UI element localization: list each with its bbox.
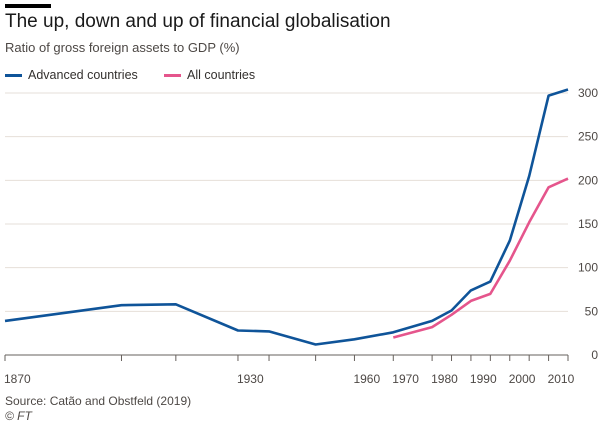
x-tick-label-1930: 1930 [237,372,264,386]
ft-top-bar [5,4,51,8]
x-tick-label-1990: 1990 [470,372,497,386]
x-tick-label-1970: 1970 [392,372,419,386]
y-tick-label-150: 150 [578,217,598,231]
legend-label-all-countries: All countries [187,68,256,82]
y-tick-label-250: 250 [578,130,598,144]
y-tick-label-200: 200 [578,173,598,187]
legend-label-advanced-countries: Advanced countries [28,68,138,82]
legend-item-all-countries: All countries [164,68,255,82]
x-tick-label-1870: 1870 [4,372,31,386]
x-tick-label-1980: 1980 [431,372,458,386]
y-tick-label-100: 100 [578,261,598,275]
legend-swatch-all-countries [164,73,181,77]
legend-item-advanced-countries: Advanced countries [5,68,138,82]
source-note: Source: Catão and Obstfeld (2019) [5,394,192,408]
y-tick-label-300: 300 [578,86,598,100]
y-tick-label-0: 0 [591,348,598,362]
legend-swatch-advanced-countries [5,73,22,77]
x-tick-label-2000: 2000 [509,372,536,386]
chart-legend: Advanced countries All countries [0,68,600,86]
series-line-all-countries [392,177,569,339]
series-line-advanced-countries [4,88,569,346]
copyright-note: © FT [5,409,32,423]
chart-title: The up, down and up of financial globali… [5,11,391,32]
chart-subtitle: Ratio of gross foreign assets to GDP (%) [5,40,240,55]
x-tick-label-1960: 1960 [353,372,380,386]
y-tick-label-50: 50 [585,304,599,318]
x-tick-label-2010: 2010 [548,372,575,386]
